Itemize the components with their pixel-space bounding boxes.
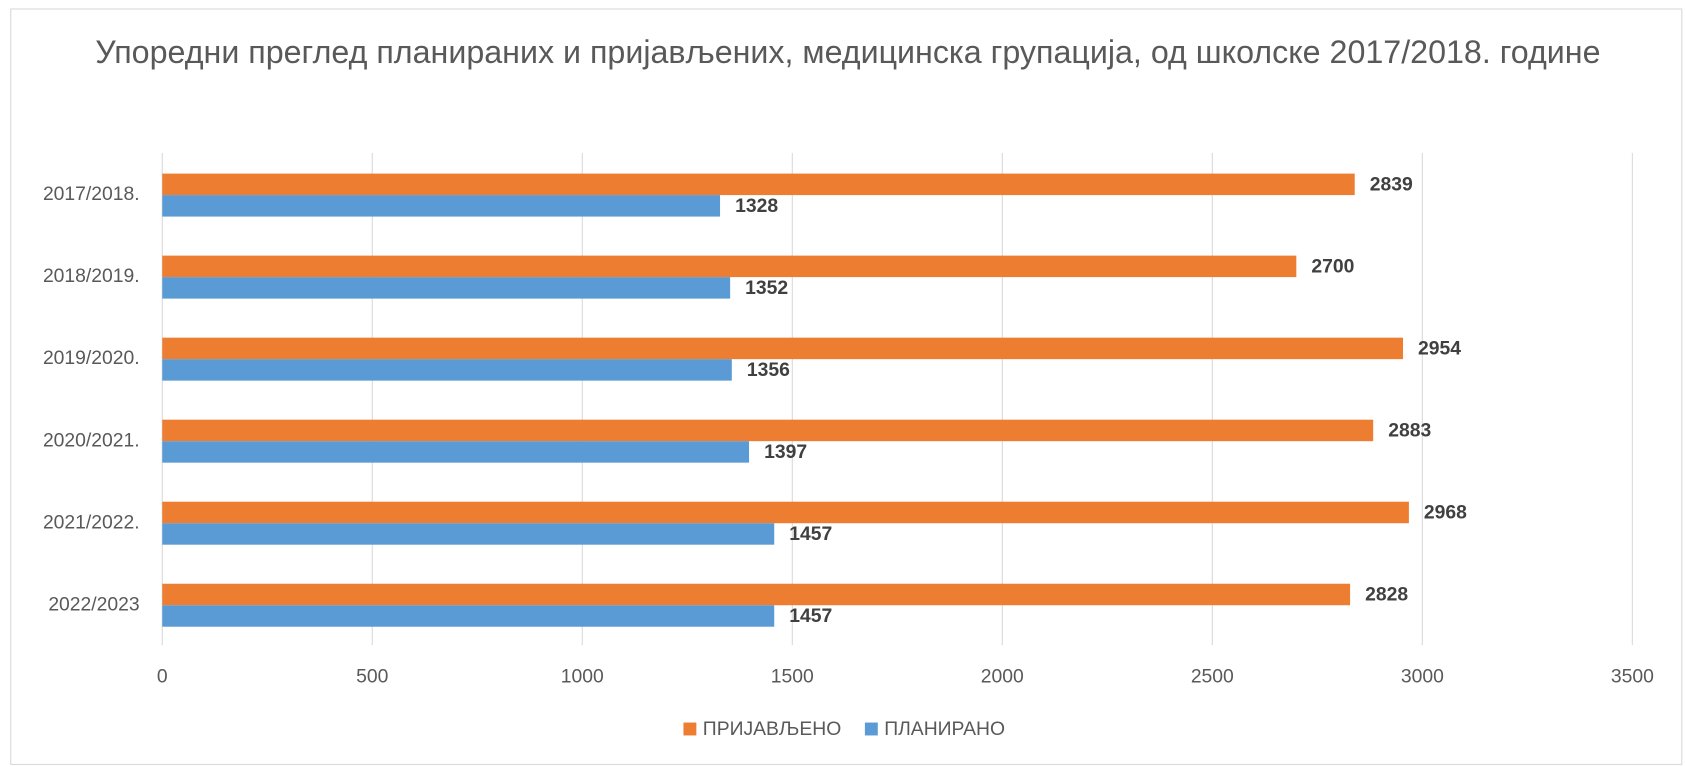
x-tick-label: 3500 — [1611, 666, 1654, 688]
y-tick-label: 2021/2022. — [43, 511, 140, 533]
data-label: 2968 — [1424, 502, 1467, 524]
x-tick-label: 2000 — [981, 666, 1024, 688]
bar — [162, 173, 1355, 196]
bar — [162, 441, 750, 463]
bar — [162, 255, 1297, 278]
y-tick-label: 2019/2020. — [43, 347, 140, 369]
x-tick-label: 500 — [356, 666, 388, 688]
bar — [162, 359, 732, 381]
data-label: 1328 — [735, 195, 778, 217]
data-label: 1356 — [747, 359, 790, 381]
bar — [162, 195, 721, 217]
data-label: 2839 — [1370, 174, 1413, 196]
data-label: 2700 — [1311, 256, 1354, 278]
x-tick-label: 2500 — [1191, 666, 1234, 688]
legend-label: ПЛАНИРАНО — [884, 718, 1005, 740]
y-tick-label: 2018/2019. — [43, 265, 140, 287]
legend-label: ПРИЈАВЉЕНО — [703, 718, 841, 740]
x-tick-label: 1000 — [561, 666, 604, 688]
x-tick-label: 3000 — [1401, 666, 1444, 688]
chart-border — [10, 8, 1683, 765]
legend-swatch — [683, 722, 697, 736]
y-tick-label: 2022/2023 — [48, 593, 139, 615]
data-label: 2828 — [1365, 584, 1408, 606]
data-label: 2954 — [1418, 338, 1461, 360]
x-tick-label: 1500 — [771, 666, 814, 688]
bar — [162, 277, 731, 299]
bar — [162, 337, 1404, 360]
data-label: 1457 — [789, 523, 832, 545]
y-tick-label: 2020/2021. — [43, 429, 140, 451]
data-label: 1352 — [745, 277, 788, 299]
bar — [162, 523, 775, 545]
x-tick-label: 0 — [157, 666, 168, 688]
legend-swatch — [864, 722, 878, 736]
data-label: 1397 — [764, 441, 807, 463]
bar — [162, 583, 1351, 606]
chart-title: Упоредни преглед планираних и пријављени… — [95, 34, 1600, 70]
y-tick-label: 2017/2018. — [43, 183, 140, 205]
data-label: 1457 — [789, 605, 832, 627]
bar — [162, 419, 1374, 442]
data-label: 2883 — [1388, 420, 1431, 442]
bar — [162, 605, 775, 627]
bar — [162, 501, 1409, 524]
